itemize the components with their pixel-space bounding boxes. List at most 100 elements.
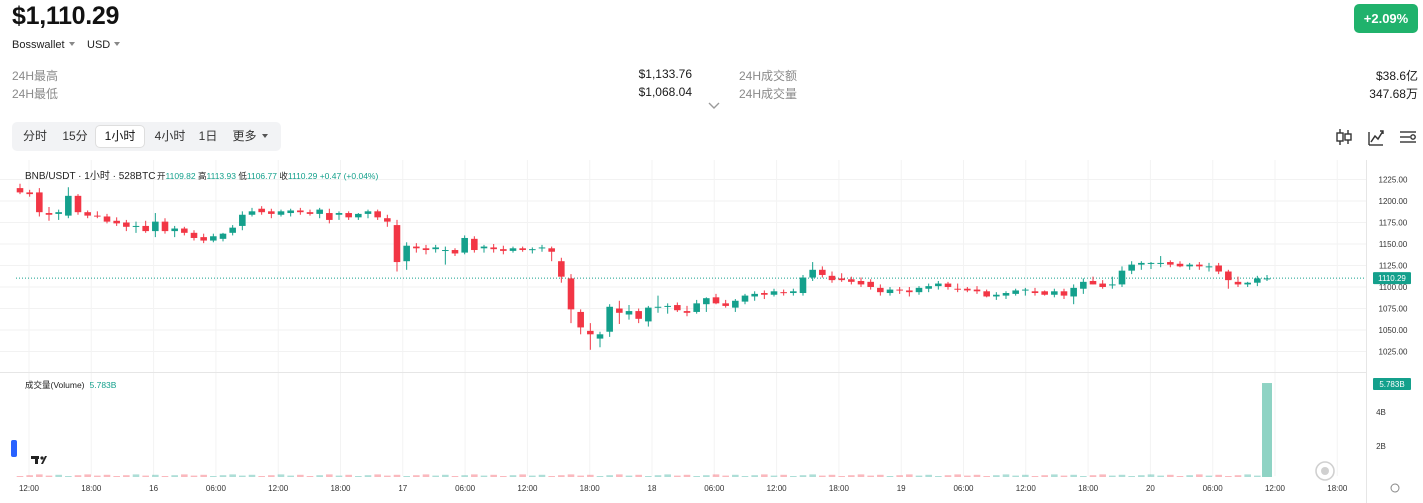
legend-low-label: 低 bbox=[238, 171, 247, 181]
indicator-icon[interactable] bbox=[1366, 127, 1386, 147]
candle-body bbox=[983, 291, 990, 297]
time-axis: 12:00 18:00 16 06:00 12:00 18:00 17 06:00 12:00 1… bbox=[19, 484, 1348, 493]
volume-bar bbox=[558, 475, 565, 477]
time-tick-label: 19 bbox=[897, 484, 906, 493]
candle-body bbox=[355, 213, 362, 218]
candle-body bbox=[200, 237, 207, 241]
candle-body bbox=[1263, 278, 1271, 280]
settings-icon[interactable] bbox=[1398, 127, 1418, 147]
volume-bar bbox=[722, 475, 729, 477]
wallet-label: Bosswallet bbox=[12, 39, 65, 51]
timeframe-tab-1h[interactable]: 1小时 bbox=[96, 126, 144, 147]
volume-bars bbox=[16, 383, 1272, 477]
candle-body bbox=[935, 283, 942, 287]
volume-legend: 成交量(Volume) 5.783B bbox=[25, 380, 117, 390]
timeframe-tab-4h[interactable]: 4小时 bbox=[154, 129, 186, 143]
time-tick-label: 17 bbox=[398, 484, 407, 493]
volume-bar bbox=[1089, 475, 1097, 477]
candle-body bbox=[451, 250, 459, 254]
candle-body bbox=[509, 248, 517, 251]
low-24h-value: $1,068.04 bbox=[638, 85, 692, 99]
volume-bar bbox=[500, 476, 507, 477]
volume-bar bbox=[161, 476, 169, 477]
volume-bar bbox=[1118, 474, 1126, 477]
candle-body bbox=[190, 232, 198, 238]
candle-body bbox=[384, 218, 391, 222]
volume-bar bbox=[1022, 474, 1029, 477]
wallet-selector[interactable]: Bosswallet bbox=[12, 39, 75, 51]
low-24h-label: 24H最低 bbox=[12, 87, 59, 101]
candle-body bbox=[277, 211, 285, 215]
chevron-down-icon bbox=[68, 42, 75, 46]
timezone-icon[interactable] bbox=[1390, 483, 1400, 493]
volume-bar bbox=[519, 474, 526, 477]
volume-bar bbox=[132, 474, 140, 477]
volume-bar bbox=[113, 476, 120, 477]
volume-bar bbox=[548, 476, 555, 477]
legend-change-value: +0.47 (+0.04%) bbox=[320, 171, 379, 181]
volume-bar bbox=[761, 474, 768, 477]
candle-body bbox=[84, 212, 91, 216]
chevron-down-icon bbox=[261, 134, 268, 138]
volume-bar bbox=[152, 474, 159, 477]
volume-bar bbox=[857, 474, 865, 477]
volume-bar bbox=[741, 476, 749, 477]
timeframe-tab-1d[interactable]: 1日 bbox=[198, 129, 218, 143]
panel-toggle-handle[interactable] bbox=[11, 440, 17, 457]
volume-bar bbox=[1234, 475, 1242, 477]
volume-bar bbox=[45, 475, 53, 477]
time-tick-label: 06:00 bbox=[953, 484, 974, 493]
volume-bar bbox=[1157, 475, 1164, 477]
legend-open-value: 1109.82 bbox=[166, 171, 196, 181]
candle-body bbox=[1138, 262, 1145, 265]
timeframe-tab-15m[interactable]: 15分 bbox=[62, 129, 88, 143]
volume-bar bbox=[490, 474, 497, 477]
candle-body bbox=[152, 221, 159, 232]
candle-body bbox=[1196, 264, 1203, 267]
candle-body bbox=[132, 225, 140, 227]
volume-bar bbox=[181, 474, 188, 477]
candle-body bbox=[1012, 290, 1019, 294]
candle-body bbox=[635, 311, 642, 319]
candle-body bbox=[780, 292, 787, 294]
volume-axis-label: 2B bbox=[1376, 442, 1386, 451]
candle-body bbox=[45, 213, 53, 215]
candle-body bbox=[123, 222, 130, 227]
volume-bar bbox=[838, 476, 845, 477]
time-tick-label: 06:00 bbox=[206, 484, 227, 493]
volume-bar bbox=[103, 474, 111, 477]
candle-body bbox=[239, 214, 246, 226]
volume-bar bbox=[683, 474, 691, 477]
time-tick-label: 20 bbox=[1146, 484, 1155, 493]
time-tick-label: 18:00 bbox=[1327, 484, 1348, 493]
volume-bar bbox=[239, 475, 246, 477]
candle-body bbox=[1244, 282, 1251, 285]
volume-bar bbox=[229, 474, 236, 477]
volume-bar bbox=[1051, 474, 1058, 477]
candle-body bbox=[442, 250, 449, 252]
volume-bar bbox=[1109, 475, 1116, 477]
price-chart[interactable]: 1225.00 1200.00 1175.00 1150.00 1125.00 1100.… bbox=[0, 156, 1423, 503]
candlestick-icon[interactable] bbox=[1334, 127, 1354, 147]
timeframe-tab-time[interactable]: 分时 bbox=[22, 129, 47, 143]
volume-bar bbox=[1147, 474, 1155, 477]
volume-24h-value: 347.68万 bbox=[1369, 87, 1418, 101]
candle-body bbox=[1234, 281, 1242, 285]
last-price-tag-label: 1110.29 bbox=[1378, 274, 1406, 283]
time-tick-label: 12:00 bbox=[1016, 484, 1037, 493]
volume-bar bbox=[345, 474, 352, 477]
volume-bar bbox=[461, 475, 468, 477]
chevron-down-icon[interactable] bbox=[707, 101, 721, 111]
candle-body bbox=[886, 289, 894, 294]
time-tick-label: 18:00 bbox=[1078, 484, 1099, 493]
candle-body bbox=[1254, 278, 1261, 283]
candle-body bbox=[751, 293, 758, 297]
timeframe-more-button[interactable]: 更多 bbox=[226, 126, 274, 147]
volume-bar bbox=[142, 475, 149, 477]
chevron-down-icon bbox=[114, 42, 121, 46]
candle-body bbox=[1176, 263, 1184, 267]
tradingview-logo-icon bbox=[31, 456, 47, 464]
candle-body bbox=[1099, 283, 1106, 287]
currency-selector[interactable]: USD bbox=[87, 39, 121, 51]
time-tick-label: 18:00 bbox=[829, 484, 850, 493]
